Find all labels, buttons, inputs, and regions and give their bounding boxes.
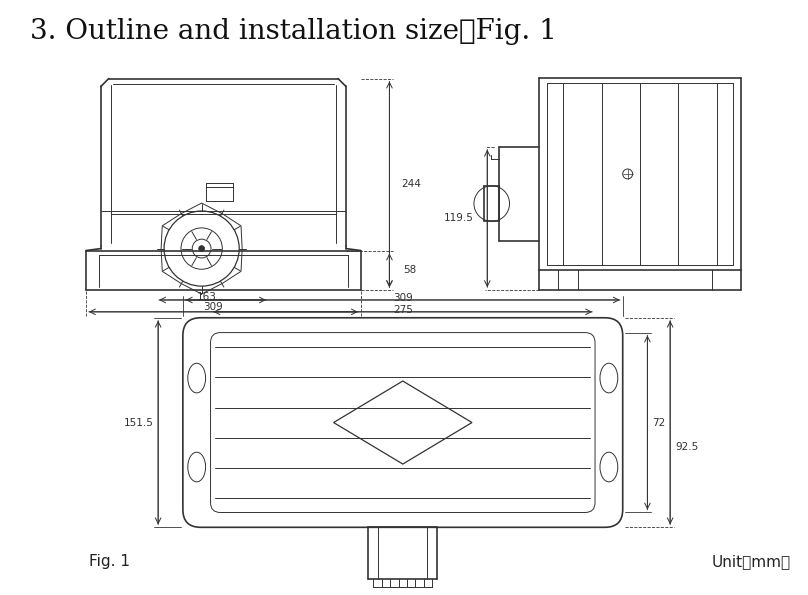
Text: 58: 58 xyxy=(403,265,417,275)
Text: Fig. 1: Fig. 1 xyxy=(89,555,130,569)
Text: 309: 309 xyxy=(204,302,223,312)
Text: 275: 275 xyxy=(393,305,413,315)
Text: 244: 244 xyxy=(402,179,421,189)
Circle shape xyxy=(199,246,204,252)
Text: 119.5: 119.5 xyxy=(444,214,473,224)
Text: 92.5: 92.5 xyxy=(675,442,698,452)
Text: 151.5: 151.5 xyxy=(124,418,154,428)
Text: 309: 309 xyxy=(393,293,413,303)
Text: Unit（mm）: Unit（mm） xyxy=(712,555,791,569)
Text: 163: 163 xyxy=(196,292,217,302)
Text: 3. Outline and installation size（Fig. 1: 3. Outline and installation size（Fig. 1 xyxy=(30,18,557,45)
Text: 72: 72 xyxy=(652,418,666,428)
